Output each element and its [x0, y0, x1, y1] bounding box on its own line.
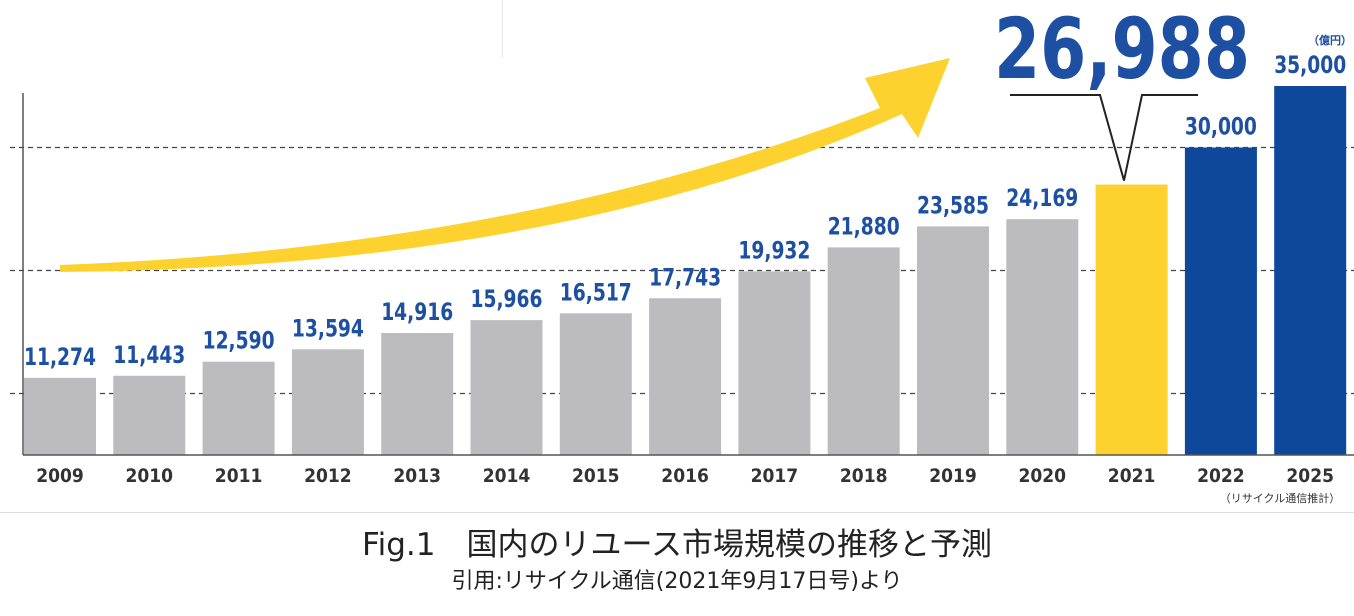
x-tick-label: 2011 [215, 465, 263, 487]
x-tick-label: 2017 [751, 465, 799, 487]
value-label: 30,000 [1185, 113, 1257, 141]
value-label: 14,916 [381, 298, 453, 326]
value-label: 15,966 [471, 285, 543, 313]
x-tick-label: 2021 [1108, 465, 1156, 487]
bars [24, 86, 1347, 455]
value-label: 11,443 [113, 341, 185, 369]
bar-2014 [470, 320, 543, 455]
value-label: 21,880 [828, 212, 900, 240]
bar-2016 [649, 298, 722, 455]
value-label: 35,000 [1274, 51, 1346, 79]
x-tick-label: 2013 [393, 465, 441, 487]
x-tick-label: 2025 [1286, 465, 1334, 487]
market-size-chart: 11,274 11,443 12,590 13,594 14,916 15,966 16,5… [10, 0, 1354, 505]
x-axis-ticks: 2009 2010 2011 2012 2013 2014 2015 2016 2017 2018… [36, 465, 1334, 487]
x-tick-label: 2015 [572, 465, 620, 487]
bar-2019 [917, 226, 989, 455]
figure-title: Fig.1 国内のリユース市場規模の推移と予測 [362, 527, 992, 563]
x-tick-label: 2016 [661, 465, 709, 487]
value-label: 16,517 [560, 278, 632, 306]
x-tick-label: 2014 [483, 465, 531, 487]
value-label-highlight: 26,988 [994, 0, 1250, 98]
caption-divider [0, 512, 1354, 513]
estimate-note: （リサイクル通信推計） [1220, 491, 1340, 505]
x-tick-label: 2018 [840, 465, 888, 487]
figure-source: 引用:リサイクル通信(2021年9月17日号)より [451, 569, 903, 594]
callout-line [1010, 94, 1198, 181]
bar-2009 [24, 377, 96, 455]
x-tick-label: 2020 [1019, 465, 1067, 487]
bar-2022 [1184, 147, 1257, 455]
top-divider [502, 0, 503, 58]
bar-2018 [827, 247, 900, 455]
value-label: 23,585 [917, 191, 989, 219]
unit-label: （億円） [1308, 33, 1352, 47]
bar-2010 [113, 375, 186, 455]
value-label: 12,590 [203, 327, 275, 355]
bar-2011 [202, 361, 275, 455]
x-tick-label: 2010 [126, 465, 174, 487]
callout-pointer [1010, 94, 1198, 181]
value-label: 13,594 [292, 314, 364, 342]
value-label: 11,274 [24, 343, 96, 371]
bar-2021 [1095, 184, 1168, 455]
bar-2013 [381, 333, 454, 455]
x-tick-label: 2022 [1197, 465, 1245, 487]
x-tick-label: 2009 [36, 465, 84, 487]
bar-2020 [1006, 219, 1079, 455]
growth-arrow-shape [60, 58, 950, 272]
bar-2025 [1274, 86, 1347, 455]
value-label: 19,932 [738, 236, 810, 264]
value-label: 24,169 [1006, 184, 1078, 212]
bar-2012 [291, 349, 364, 455]
x-tick-label: 2019 [929, 465, 977, 487]
bar-2017 [738, 271, 811, 455]
x-tick-label: 2012 [304, 465, 352, 487]
growth-arrow [60, 58, 950, 272]
bar-2015 [559, 313, 632, 455]
value-labels: 11,274 11,443 12,590 13,594 14,916 15,966 16,5… [24, 0, 1346, 371]
value-label: 17,743 [649, 263, 721, 291]
